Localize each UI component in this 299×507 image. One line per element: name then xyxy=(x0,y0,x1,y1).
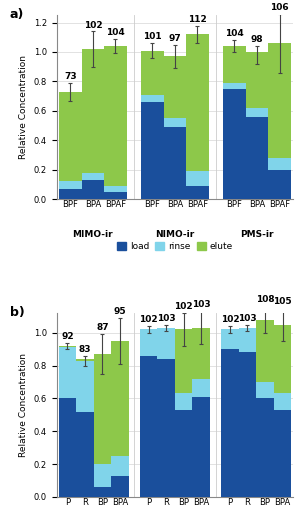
Text: MIMO-ir: MIMO-ir xyxy=(73,230,113,239)
Bar xyxy=(141,102,164,199)
Text: 103: 103 xyxy=(238,313,257,322)
Bar xyxy=(82,180,104,199)
Bar xyxy=(82,49,104,172)
Y-axis label: Relative Concentration: Relative Concentration xyxy=(19,353,28,457)
Text: 101: 101 xyxy=(143,32,162,42)
Bar xyxy=(59,346,76,347)
Bar xyxy=(59,347,76,399)
Bar xyxy=(274,393,291,410)
Text: NIMO-ir: NIMO-ir xyxy=(155,230,195,239)
Bar xyxy=(76,412,94,497)
Text: 106: 106 xyxy=(270,3,289,12)
Bar xyxy=(186,34,209,171)
Text: 95: 95 xyxy=(114,307,126,316)
Bar xyxy=(59,189,82,199)
Bar xyxy=(59,182,82,189)
Text: 104: 104 xyxy=(106,28,125,37)
Text: a): a) xyxy=(10,8,24,21)
Bar xyxy=(59,399,76,497)
Bar xyxy=(94,487,111,497)
Bar xyxy=(94,464,111,487)
Bar xyxy=(239,352,256,497)
Bar xyxy=(141,51,164,95)
Bar xyxy=(186,171,209,186)
Bar xyxy=(141,95,164,102)
Bar xyxy=(193,379,210,397)
Bar xyxy=(246,52,268,108)
Text: PMS-ir: PMS-ir xyxy=(240,230,274,239)
Text: 87: 87 xyxy=(96,323,109,333)
Bar xyxy=(175,330,193,393)
Text: 83: 83 xyxy=(79,345,91,354)
Bar xyxy=(175,393,193,410)
Text: 97: 97 xyxy=(169,34,181,43)
Bar xyxy=(223,46,246,83)
Bar xyxy=(140,356,157,497)
Bar xyxy=(256,399,274,497)
Bar xyxy=(175,410,193,497)
Legend: load, rinse, elute: load, rinse, elute xyxy=(114,238,236,255)
Text: 103: 103 xyxy=(157,313,176,322)
Bar xyxy=(274,410,291,497)
Text: b): b) xyxy=(10,306,24,319)
Bar xyxy=(193,397,210,497)
Bar xyxy=(223,89,246,199)
Bar xyxy=(111,476,129,497)
Bar xyxy=(104,186,127,192)
Bar xyxy=(76,360,94,412)
Bar xyxy=(94,354,111,464)
Bar xyxy=(104,46,127,186)
Bar xyxy=(274,324,291,393)
Bar xyxy=(157,328,175,359)
Text: 108: 108 xyxy=(256,296,274,305)
Text: 73: 73 xyxy=(64,72,77,81)
Bar xyxy=(59,92,82,182)
Bar xyxy=(246,117,268,199)
Text: 102: 102 xyxy=(83,21,102,29)
Bar xyxy=(157,359,175,497)
Bar xyxy=(186,186,209,199)
Y-axis label: Relative Concentration: Relative Concentration xyxy=(19,55,28,159)
Text: 102: 102 xyxy=(139,315,158,324)
Bar xyxy=(164,56,186,118)
Bar xyxy=(111,456,129,476)
Bar xyxy=(221,349,239,497)
Bar xyxy=(76,359,94,360)
Text: 92: 92 xyxy=(61,332,74,341)
Text: 102: 102 xyxy=(174,302,193,311)
Text: 105: 105 xyxy=(273,297,292,306)
Bar xyxy=(268,158,291,170)
Text: 98: 98 xyxy=(251,35,263,44)
Bar xyxy=(164,127,186,199)
Text: 103: 103 xyxy=(192,301,210,309)
Bar xyxy=(193,328,210,379)
Bar xyxy=(221,330,239,349)
Text: 104: 104 xyxy=(225,29,244,39)
Bar xyxy=(239,328,256,352)
Bar xyxy=(223,83,246,89)
Bar xyxy=(104,192,127,199)
Text: 112: 112 xyxy=(188,15,207,24)
Bar xyxy=(268,43,291,158)
Text: 102: 102 xyxy=(221,315,239,324)
Bar xyxy=(140,330,157,356)
Bar xyxy=(256,319,274,382)
Bar xyxy=(111,341,129,456)
Bar xyxy=(268,170,291,199)
Bar xyxy=(82,172,104,180)
Bar xyxy=(246,108,268,117)
Bar xyxy=(256,382,274,399)
Bar xyxy=(164,118,186,127)
